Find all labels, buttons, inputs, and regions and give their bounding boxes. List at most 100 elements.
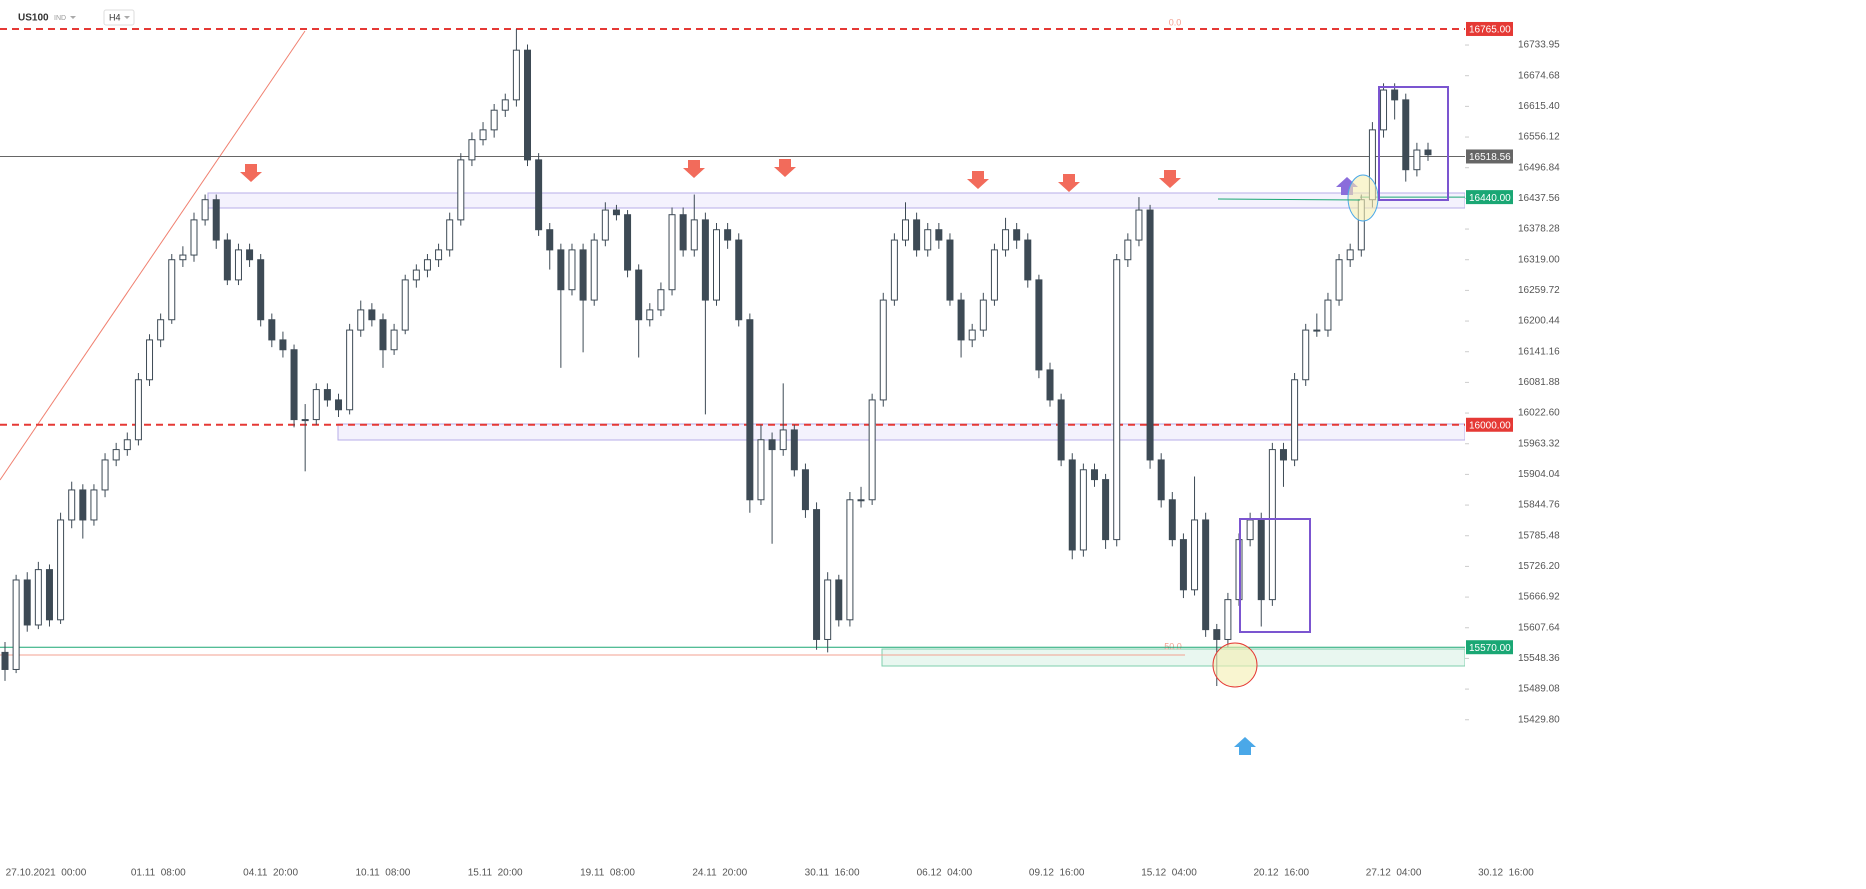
fib-label: 0.0 bbox=[1169, 17, 1182, 27]
candle-body bbox=[335, 399, 343, 411]
candle-body bbox=[1146, 209, 1154, 461]
candle-body bbox=[1302, 329, 1310, 381]
dropdown-icon bbox=[70, 16, 76, 19]
candle-body bbox=[846, 499, 854, 621]
candle-body bbox=[112, 449, 120, 461]
candle-body bbox=[23, 579, 31, 626]
highlight-circle bbox=[1347, 174, 1379, 222]
candle-body bbox=[168, 259, 176, 321]
support-zone bbox=[881, 648, 1466, 667]
candle-body bbox=[901, 219, 909, 241]
candle-body bbox=[635, 269, 643, 321]
up-arrow bbox=[1234, 737, 1256, 755]
price-badge bbox=[1466, 190, 1513, 205]
candle-body bbox=[1424, 149, 1432, 156]
x-tick-label: 20.12 16:00 bbox=[1253, 868, 1309, 879]
x-tick-label: 19.11 08:00 bbox=[580, 868, 635, 879]
market: IND bbox=[54, 15, 66, 22]
candle-body bbox=[701, 219, 709, 301]
candle-body bbox=[346, 329, 354, 411]
candle-body bbox=[490, 109, 498, 131]
candle-body bbox=[946, 239, 954, 301]
candle-body bbox=[12, 579, 20, 670]
candle-body bbox=[879, 299, 887, 401]
candle-body bbox=[1, 651, 9, 670]
candle-body bbox=[34, 569, 42, 626]
candle-body bbox=[968, 329, 976, 341]
symbol: US100 bbox=[18, 13, 49, 24]
x-tick-label: 09.12 16:00 bbox=[1029, 868, 1085, 879]
candle-body bbox=[1346, 249, 1354, 261]
price-badge bbox=[1466, 640, 1513, 655]
x-tick-label: 30.11 16:00 bbox=[805, 868, 860, 879]
x-tick-label: 27.10.2021 00:00 bbox=[6, 868, 87, 879]
y-tick-label: 15726.20 bbox=[1518, 561, 1560, 572]
candle-body bbox=[1324, 299, 1332, 331]
y-tick-label: 16733.95 bbox=[1518, 40, 1560, 51]
candle-body bbox=[1157, 459, 1165, 501]
price-badge bbox=[1466, 21, 1513, 36]
candle-body bbox=[368, 309, 376, 321]
candle-body bbox=[1380, 89, 1388, 131]
candle-body bbox=[279, 339, 287, 351]
candle-body bbox=[201, 199, 209, 221]
candle-body bbox=[1124, 239, 1132, 261]
candle-body bbox=[457, 159, 465, 221]
candle-body bbox=[668, 214, 676, 291]
candle-body bbox=[890, 239, 898, 301]
candle-body bbox=[868, 399, 876, 501]
candle-body bbox=[501, 99, 509, 111]
candle-body bbox=[412, 269, 420, 281]
price-badge bbox=[1466, 417, 1513, 432]
candle-body bbox=[1113, 259, 1121, 541]
price-label: 15570.00 bbox=[1469, 643, 1511, 654]
candle-body bbox=[1135, 209, 1143, 241]
price-label: 16765.00 bbox=[1469, 25, 1511, 36]
y-tick-label: 16496.84 bbox=[1518, 162, 1560, 173]
candle-body bbox=[45, 569, 53, 621]
candle-body bbox=[1002, 229, 1010, 251]
candle-body bbox=[913, 219, 921, 251]
axis-background bbox=[1465, 0, 1866, 889]
candle-body bbox=[1046, 369, 1054, 401]
candle-body bbox=[1102, 479, 1110, 541]
range-box bbox=[1239, 518, 1311, 633]
fib-label: 50.0 bbox=[1164, 641, 1182, 651]
candle-body bbox=[568, 249, 576, 291]
candle-body bbox=[646, 309, 654, 321]
candle-body bbox=[157, 319, 165, 341]
candle-body bbox=[357, 309, 365, 331]
candle-body bbox=[68, 489, 76, 521]
candle-body bbox=[123, 439, 131, 451]
candle-body bbox=[657, 289, 665, 311]
y-tick-label: 16556.12 bbox=[1518, 132, 1560, 143]
x-tick-label: 10.11 08:00 bbox=[355, 868, 410, 879]
candle-body bbox=[223, 239, 231, 281]
candle-body bbox=[724, 229, 732, 241]
candle-body bbox=[423, 259, 431, 271]
down-arrow bbox=[683, 160, 705, 178]
candle-body bbox=[512, 49, 520, 101]
candle-body bbox=[1224, 599, 1232, 640]
candle-body bbox=[768, 439, 776, 451]
y-tick-label: 16022.60 bbox=[1518, 408, 1560, 419]
candle-body bbox=[134, 379, 142, 441]
candle-body bbox=[1213, 629, 1221, 640]
candle-body bbox=[1402, 99, 1410, 171]
timeframe: H4 bbox=[109, 12, 121, 22]
candle-body bbox=[624, 214, 632, 271]
candle-body bbox=[746, 319, 754, 501]
x-tick-label: 15.12 04:00 bbox=[1141, 868, 1197, 879]
range-box bbox=[1378, 86, 1449, 201]
candle-body bbox=[323, 389, 331, 401]
candle-body bbox=[301, 419, 309, 422]
y-tick-label: 15963.32 bbox=[1518, 438, 1560, 449]
candle-body bbox=[790, 429, 798, 471]
candle-body bbox=[312, 389, 320, 421]
candle-body bbox=[1179, 539, 1187, 591]
timeframe-button[interactable] bbox=[103, 9, 135, 26]
price-label: 16440.00 bbox=[1469, 193, 1511, 204]
candle-body bbox=[1268, 449, 1276, 601]
price-label: 16000.00 bbox=[1469, 420, 1511, 431]
